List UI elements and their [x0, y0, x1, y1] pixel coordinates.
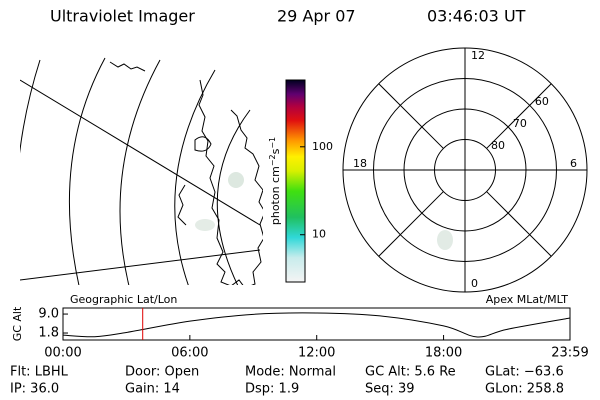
- left-label: Geographic Lat/Lon: [70, 293, 177, 306]
- mlt-line: [378, 191, 444, 257]
- y-tick-label: 1.8: [38, 326, 59, 341]
- x-tick-label: 12:00: [298, 346, 335, 361]
- mlt-label: 6: [570, 157, 577, 170]
- lat-label: 60: [535, 95, 549, 108]
- lat-label: 80: [491, 139, 505, 152]
- altitude-line: [62, 312, 571, 338]
- x-tick-label: 00:00: [44, 346, 81, 361]
- mlt-label: 18: [353, 157, 367, 170]
- mlt-line: [486, 191, 552, 257]
- geographic-map: [20, 57, 263, 285]
- colorbar: [285, 79, 306, 283]
- y-tick-label: 9.0: [38, 307, 59, 322]
- mlt-line: [378, 83, 444, 149]
- x-tick-label: 06:00: [171, 346, 208, 361]
- status-field: Flt: LBHL: [10, 365, 69, 380]
- status-field: GLat: −63.6: [485, 365, 564, 380]
- status-field: GLon: 258.8: [485, 382, 564, 397]
- status-field: Mode: Normal: [245, 365, 336, 380]
- status-field: Seq: 39: [365, 382, 415, 397]
- title: Ultraviolet Imager: [50, 7, 195, 26]
- altitude-plot: Geographic Lat/Lon Apex MLat/MLT GC Alt 9.0…: [11, 293, 589, 361]
- y-axis-label: GC Alt: [11, 306, 24, 341]
- x-tick-label: 23:59: [551, 346, 588, 361]
- status-field: GC Alt: 5.6 Re: [365, 365, 456, 380]
- mlt-label: 0: [471, 277, 478, 290]
- colorbar-tick-label: 100: [312, 140, 333, 153]
- x-tick-label: 18:00: [425, 346, 462, 361]
- status-field: Door: Open: [125, 365, 199, 380]
- status-field: Gain: 14: [125, 382, 180, 397]
- date: 29 Apr 07: [277, 7, 356, 26]
- status-field: IP: 36.0: [10, 382, 59, 397]
- right-label: Apex MLat/MLT: [486, 293, 569, 306]
- colorbar-tick-label: 10: [312, 228, 326, 241]
- time: 03:46:03 UT: [427, 7, 526, 26]
- footer: Flt: LBHL Door: Open Mode: Normal GC Alt: 5…: [10, 365, 564, 397]
- mlt-label: 12: [471, 49, 485, 62]
- lat-label: 70: [513, 117, 527, 130]
- status-field: Dsp: 1.9: [245, 382, 299, 397]
- aurora-blob: [437, 230, 453, 250]
- colorbar-label: photon cm−2s−1: [268, 137, 283, 225]
- mlt-line: [486, 83, 552, 149]
